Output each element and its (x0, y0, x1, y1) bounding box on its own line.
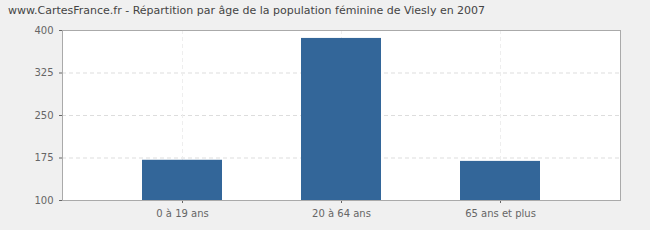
svg-text:400: 400 (34, 25, 53, 36)
svg-text:20 à 64 ans: 20 à 64 ans (312, 208, 371, 219)
svg-text:0 à 19 ans: 0 à 19 ans (156, 208, 208, 219)
svg-text:65 ans et plus: 65 ans et plus (465, 208, 536, 219)
svg-text:100: 100 (34, 195, 53, 206)
svg-text:250: 250 (34, 110, 53, 121)
svg-text:325: 325 (34, 67, 53, 78)
svg-text:175: 175 (34, 152, 53, 163)
html-text:www.CartesFrance.fr - Répartit: www.CartesFrance.fr - Répartition par âg… (8, 4, 486, 17)
